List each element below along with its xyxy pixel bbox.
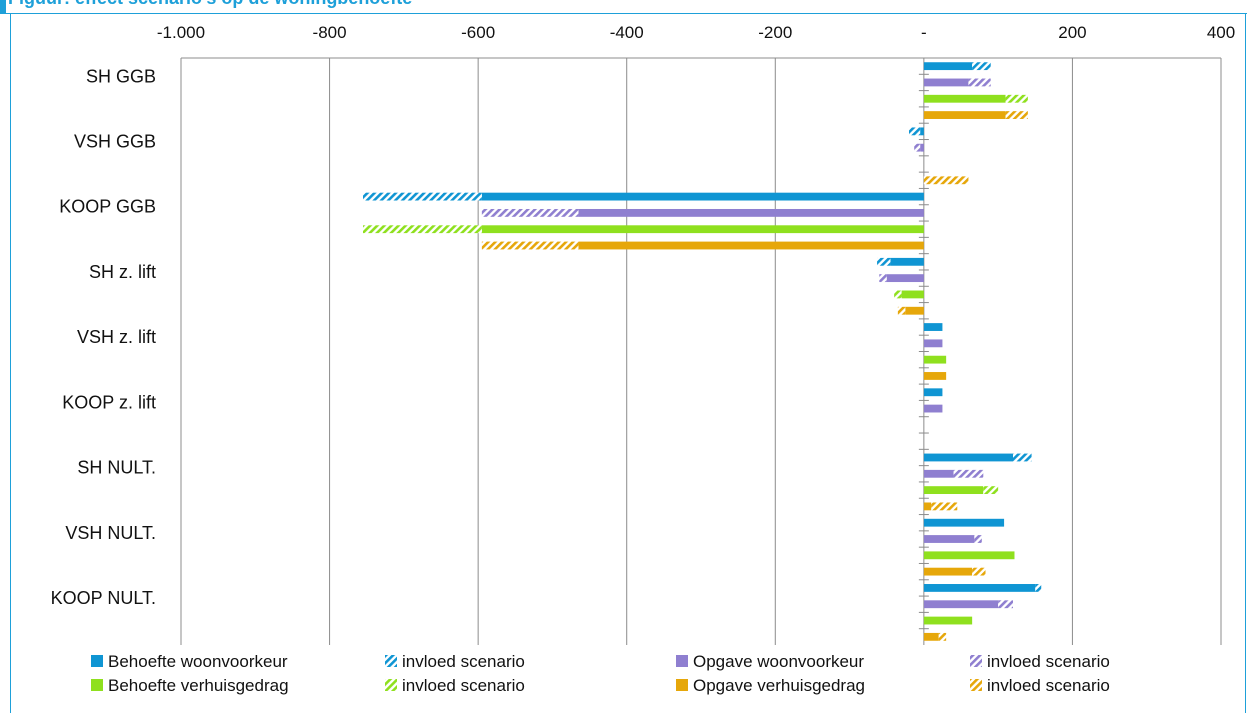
scenario-bar <box>482 242 579 250</box>
scenario-bar <box>914 144 920 152</box>
bar <box>920 127 924 135</box>
scenario-bar <box>363 225 482 233</box>
bar <box>924 111 1006 119</box>
bar <box>578 209 923 217</box>
scenario-bar <box>1035 584 1041 592</box>
legend-swatch-hatched <box>970 679 982 691</box>
bar <box>924 617 972 625</box>
scenario-bar <box>924 176 969 184</box>
bar <box>924 568 972 576</box>
category-label: KOOP GGB <box>59 197 156 217</box>
legend-swatch <box>91 679 103 691</box>
bar <box>890 258 923 266</box>
bar <box>924 323 943 331</box>
category-label: SH z. lift <box>89 262 156 282</box>
bar <box>924 405 943 413</box>
bar <box>905 307 924 315</box>
bar <box>924 62 972 70</box>
category-label: KOOP NULT. <box>51 588 156 608</box>
bar <box>482 225 924 233</box>
bar <box>924 535 975 543</box>
bar <box>887 274 924 282</box>
scenario-bar <box>877 258 890 266</box>
scenario-bar <box>939 633 946 641</box>
bar <box>924 356 946 364</box>
bar <box>924 584 1035 592</box>
legend-label: Behoefte verhuisgedrag <box>108 676 289 695</box>
bar <box>924 388 943 396</box>
bar <box>920 144 924 152</box>
category-label: VSH NULT. <box>65 523 156 543</box>
bar <box>924 486 983 494</box>
scenario-bar <box>363 193 482 201</box>
bar <box>482 193 924 201</box>
bar <box>924 95 1006 103</box>
scenario-bar <box>968 79 990 87</box>
bar <box>924 502 931 510</box>
bar <box>924 372 946 380</box>
scenario-bar <box>898 307 905 315</box>
category-label: KOOP z. lift <box>62 392 156 412</box>
legend-swatch-hatched <box>385 655 397 667</box>
legend-swatch-hatched <box>970 655 982 667</box>
legend-label: invloed scenario <box>987 676 1110 695</box>
x-tick-label: -200 <box>758 23 792 42</box>
category-label: SH GGB <box>86 66 156 86</box>
legend-label: invloed scenario <box>402 652 525 671</box>
x-tick-label: -1.000 <box>157 23 205 42</box>
x-tick-label: -800 <box>313 23 347 42</box>
bar <box>924 339 943 347</box>
legend-label: invloed scenario <box>402 676 525 695</box>
scenario-bar <box>909 127 920 135</box>
scenario-bar <box>1006 95 1028 103</box>
bar <box>924 79 969 87</box>
legend-swatch-hatched <box>385 679 397 691</box>
bar <box>578 242 923 250</box>
scenario-bar <box>894 291 901 299</box>
x-tick-label: -600 <box>461 23 495 42</box>
category-label: VSH z. lift <box>77 327 156 347</box>
bar <box>924 519 1004 527</box>
scenario-bar <box>1013 454 1032 462</box>
x-tick-label: 400 <box>1207 23 1235 42</box>
x-tick-label: 200 <box>1058 23 1086 42</box>
scenario-bar <box>931 502 957 510</box>
x-tick-label: - <box>921 23 927 42</box>
scenario-bar <box>983 486 998 494</box>
category-label: VSH GGB <box>74 131 156 151</box>
bar <box>924 633 939 641</box>
legend-swatch <box>676 655 688 667</box>
bar <box>924 454 1013 462</box>
bar <box>924 600 998 608</box>
scenario-bar <box>879 274 886 282</box>
bar <box>924 470 954 478</box>
scenario-bar <box>1006 111 1028 119</box>
legend-label: Opgave woonvoorkeur <box>693 652 864 671</box>
scenario-bar <box>954 470 984 478</box>
legend-label: Behoefte woonvoorkeur <box>108 652 288 671</box>
legend-swatch <box>676 679 688 691</box>
bar <box>902 291 924 299</box>
bar <box>924 551 1015 559</box>
legend-swatch <box>91 655 103 667</box>
scenario-bar <box>482 209 579 217</box>
legend-label: Opgave verhuisgedrag <box>693 676 865 695</box>
scenario-bar <box>998 600 1013 608</box>
scenario-bar <box>972 62 991 70</box>
x-tick-label: -400 <box>610 23 644 42</box>
category-label: SH NULT. <box>77 458 156 478</box>
scenario-bar <box>974 535 981 543</box>
legend-label: invloed scenario <box>987 652 1110 671</box>
scenario-bar <box>972 568 985 576</box>
